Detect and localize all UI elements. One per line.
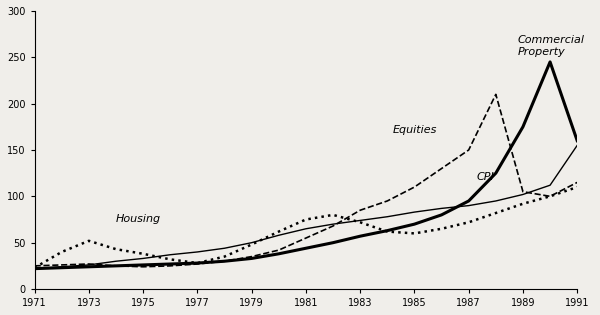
Housing — [140, 252, 147, 256]
Commercial Property — [329, 241, 337, 244]
CPI — [329, 222, 337, 226]
Commercial Property — [356, 234, 364, 238]
Housing — [438, 227, 445, 231]
Housing — [520, 202, 527, 206]
CPI — [465, 204, 472, 208]
CPI — [275, 233, 283, 237]
Housing — [383, 230, 391, 233]
CPI — [356, 219, 364, 222]
Equities — [221, 259, 228, 263]
CPI — [547, 183, 554, 187]
CPI — [194, 250, 201, 254]
Housing — [275, 230, 283, 233]
Commercial Property — [58, 266, 65, 270]
CPI — [411, 210, 418, 214]
Commercial Property — [438, 213, 445, 217]
CPI — [112, 259, 119, 263]
Commercial Property — [85, 265, 92, 269]
Commercial Property — [383, 229, 391, 232]
Equities — [58, 263, 65, 267]
Commercial Property — [411, 222, 418, 226]
Equities — [248, 255, 255, 259]
CPI — [31, 267, 38, 271]
Equities — [438, 167, 445, 170]
CPI — [85, 263, 92, 267]
Equities — [383, 199, 391, 203]
CPI — [248, 241, 255, 244]
Equities — [194, 262, 201, 266]
Commercial Property — [194, 261, 201, 265]
CPI — [221, 246, 228, 250]
Text: Equities: Equities — [393, 125, 437, 135]
Commercial Property — [492, 171, 499, 175]
CPI — [383, 215, 391, 219]
Commercial Property — [31, 267, 38, 271]
Commercial Property — [140, 263, 147, 267]
Housing — [167, 257, 174, 261]
CPI — [492, 199, 499, 203]
CPI — [140, 256, 147, 260]
Equities — [167, 264, 174, 268]
Housing — [194, 261, 201, 265]
Commercial Property — [167, 262, 174, 266]
Equities — [31, 264, 38, 268]
Commercial Property — [221, 259, 228, 263]
Equities — [465, 148, 472, 152]
Equities — [411, 185, 418, 189]
Housing — [221, 255, 228, 259]
Commercial Property — [520, 125, 527, 129]
Commercial Property — [248, 256, 255, 260]
Housing — [31, 266, 38, 270]
Equities — [302, 236, 310, 240]
Housing — [329, 213, 337, 217]
Text: Commercial
Property: Commercial Property — [518, 35, 584, 56]
Line: Housing: Housing — [35, 187, 577, 268]
Commercial Property — [547, 60, 554, 64]
Equities — [275, 248, 283, 252]
Housing — [112, 247, 119, 251]
Equities — [140, 265, 147, 269]
Equities — [356, 208, 364, 212]
Equities — [112, 264, 119, 268]
CPI — [58, 265, 65, 269]
Equities — [547, 194, 554, 198]
Equities — [85, 262, 92, 266]
Housing — [547, 194, 554, 198]
Text: Housing: Housing — [116, 214, 161, 224]
Equities — [329, 224, 337, 228]
Equities — [520, 190, 527, 194]
Line: Commercial Property: Commercial Property — [35, 62, 577, 269]
Housing — [302, 218, 310, 221]
Commercial Property — [465, 199, 472, 203]
Housing — [356, 220, 364, 224]
Line: Equities: Equities — [35, 94, 577, 267]
Housing — [492, 211, 499, 215]
Housing — [574, 185, 581, 189]
CPI — [167, 253, 174, 257]
Equities — [574, 180, 581, 184]
Housing — [85, 239, 92, 243]
Commercial Property — [112, 264, 119, 268]
Commercial Property — [275, 252, 283, 256]
Housing — [411, 232, 418, 235]
Text: CPI: CPI — [477, 172, 494, 182]
Housing — [58, 250, 65, 254]
Housing — [465, 220, 472, 224]
CPI — [302, 227, 310, 231]
Commercial Property — [302, 246, 310, 250]
Line: CPI: CPI — [35, 145, 577, 269]
Commercial Property — [574, 139, 581, 143]
CPI — [574, 143, 581, 147]
Housing — [248, 243, 255, 246]
Equities — [492, 93, 499, 96]
CPI — [438, 207, 445, 210]
CPI — [520, 192, 527, 196]
